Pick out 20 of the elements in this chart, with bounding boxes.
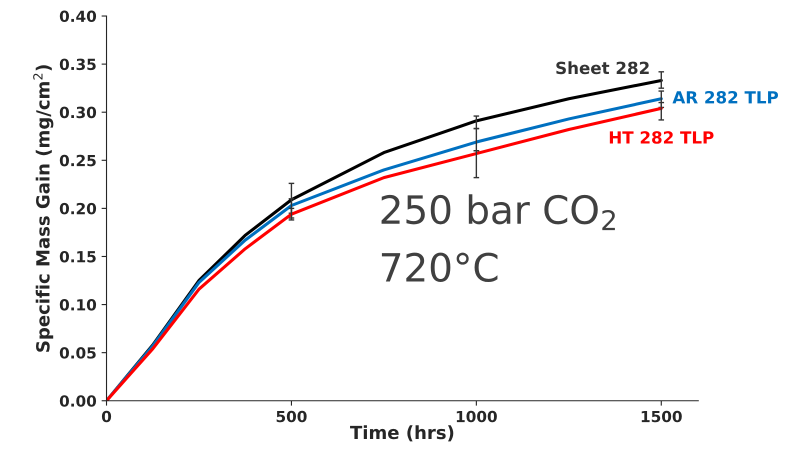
annotation: 720°C	[382, 252, 498, 282]
x-tick-label: 500	[276, 410, 307, 422]
y-tick-label: 0.30	[60, 106, 96, 118]
annotation: 250 bar CO$_{2}$	[382, 194, 615, 230]
x-tick-label: 1500	[642, 410, 682, 422]
y-tick-label: 0.35	[60, 58, 96, 70]
y-tick-label: 0.05	[60, 347, 96, 359]
y-tick-label: 0.40	[60, 10, 96, 22]
y-tick-label: 0.00	[60, 395, 96, 407]
y-axis-title: Specific Mass Gain (mg/cm$^{2}$)	[33, 65, 54, 352]
y-tick-label: 0.10	[60, 299, 96, 311]
x-tick-label: 0	[102, 410, 112, 422]
y-tick-label: 0.20	[60, 202, 96, 214]
x-axis-title: Time (hrs)	[350, 425, 454, 442]
y-tick-label: 0.15	[60, 250, 96, 262]
x-tick-label: 1000	[456, 410, 497, 422]
series-label: Sheet 282	[556, 61, 649, 74]
series-label: AR 282 TLP	[672, 90, 778, 104]
series-label: HT 282 TLP	[610, 131, 714, 144]
y-tick-label: 0.25	[60, 154, 96, 166]
